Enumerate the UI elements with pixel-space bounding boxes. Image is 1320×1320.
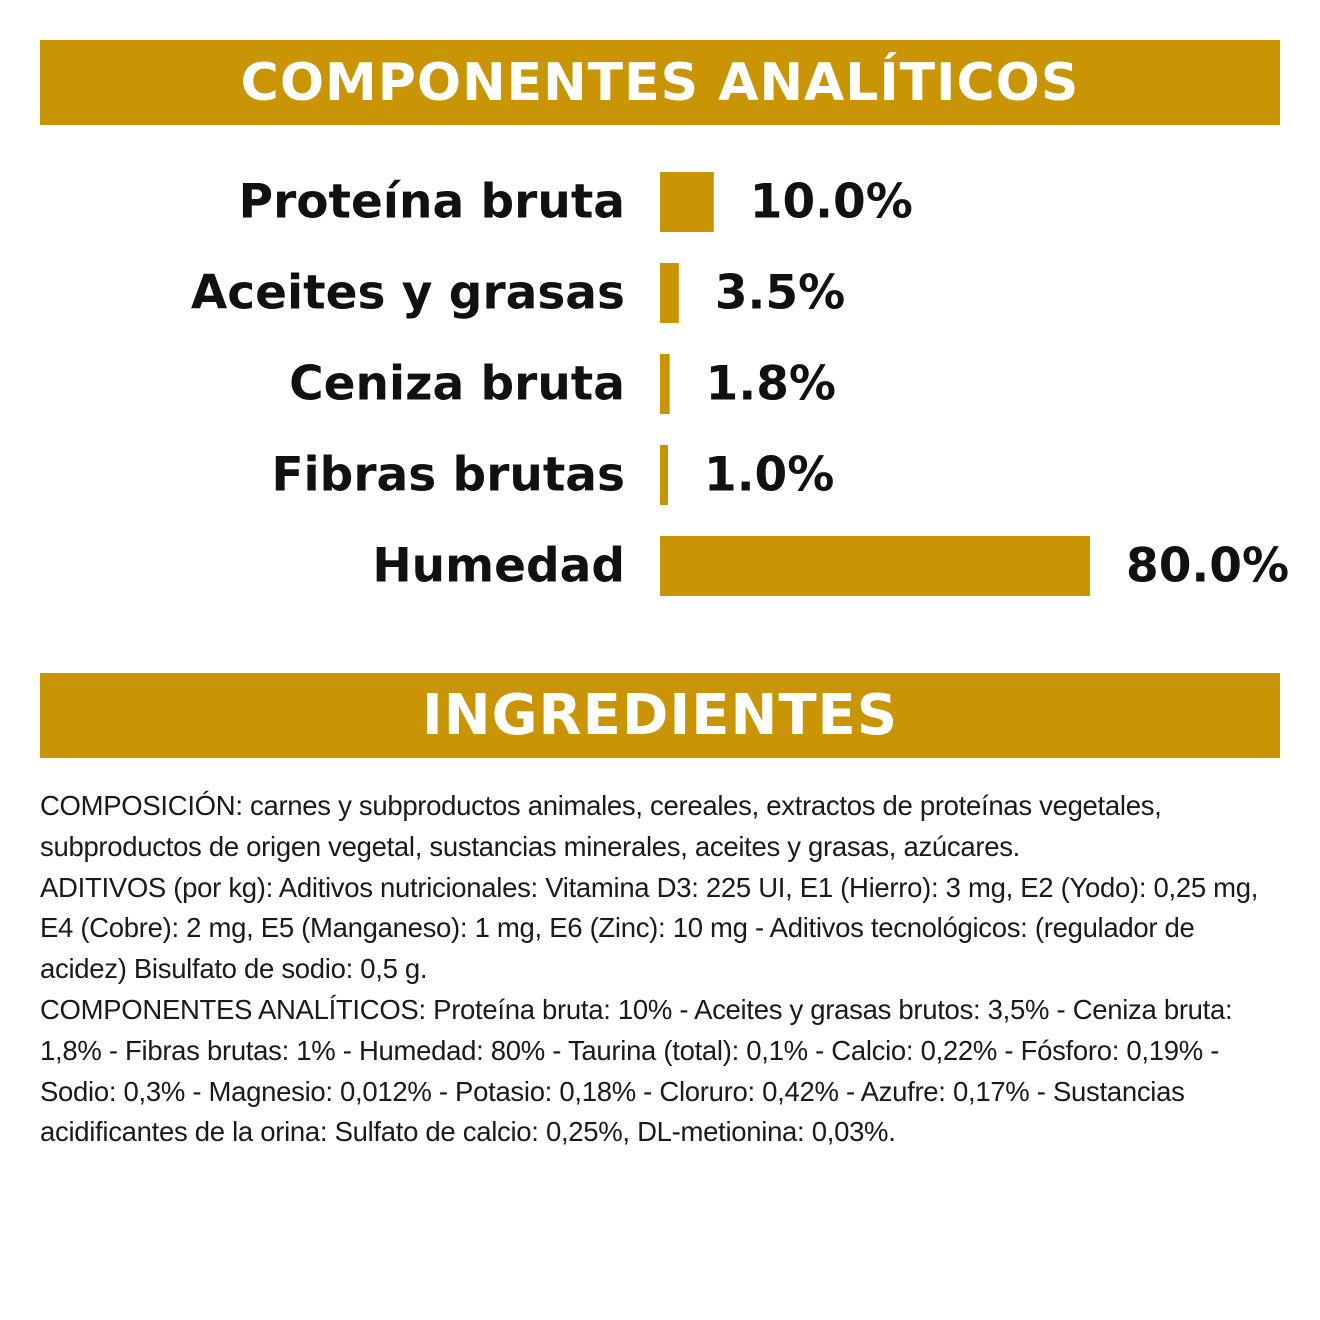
analytics-section-banner: COMPONENTES ANALÍTICOS [40,40,1280,125]
category-label: Proteína bruta [239,175,625,230]
value-label: 1.8% [706,357,836,412]
value-label: 3.5% [715,266,845,321]
bar [660,354,670,414]
category-label: Fibras brutas [271,448,625,503]
analytical-components-paragraph: COMPONENTES ANALÍTICOS: Proteína bruta: … [40,993,1233,1148]
value-label: 80.0% [1126,539,1289,594]
analytics-section-title: COMPONENTES ANALÍTICOS [240,52,1080,113]
value-label: 1.0% [704,448,834,503]
ingredients-section-banner: INGREDIENTES [40,673,1280,758]
bar [660,536,1090,596]
ingredients-section-title: INGREDIENTES [421,683,899,748]
bar [660,445,668,505]
ingredients-text: COMPOSICIÓN: carnes y subproductos anima… [40,786,1280,1153]
additives-paragraph: ADITIVOS (por kg): Aditivos nutricionale… [40,871,1259,985]
nutrient-bar-chart: Proteína bruta 10.0% Aceites y grasas 3.5% C… [191,172,1289,596]
bar [660,263,679,323]
category-label: Ceniza bruta [289,357,625,412]
bar [660,172,714,232]
category-label: Humedad [372,539,625,594]
value-label: 10.0% [750,175,913,230]
composition-paragraph: COMPOSICIÓN: carnes y subproductos anima… [40,790,1162,862]
category-label: Aceites y grasas [191,266,625,321]
